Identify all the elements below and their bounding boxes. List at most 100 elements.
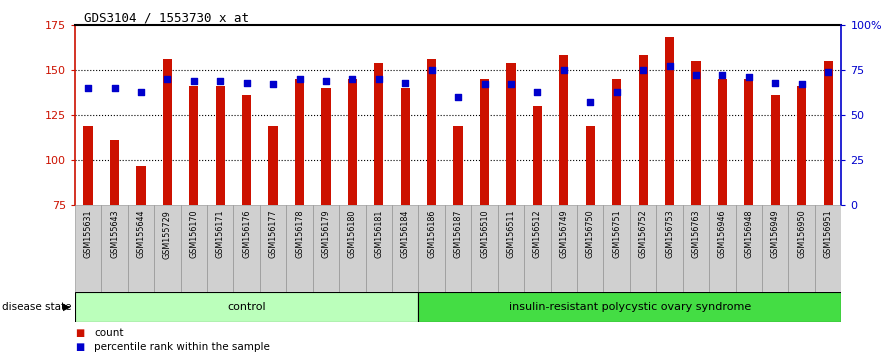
Bar: [683, 205, 709, 292]
Text: GDS3104 / 1553730_x_at: GDS3104 / 1553730_x_at: [84, 11, 248, 24]
Text: disease state: disease state: [2, 302, 71, 312]
Text: GSM156753: GSM156753: [665, 210, 674, 258]
Bar: [339, 205, 366, 292]
Point: [583, 99, 597, 105]
Point: [398, 80, 412, 85]
Text: GSM156171: GSM156171: [216, 210, 225, 258]
Bar: [471, 205, 498, 292]
Bar: [233, 205, 260, 292]
Bar: [216, 86, 225, 205]
Bar: [269, 126, 278, 205]
Text: GSM156170: GSM156170: [189, 210, 198, 258]
Text: GSM155643: GSM155643: [110, 210, 119, 258]
Bar: [445, 205, 471, 292]
Text: GSM156950: GSM156950: [797, 210, 806, 258]
Text: GSM155644: GSM155644: [137, 210, 145, 258]
Point: [715, 73, 729, 78]
Bar: [392, 205, 418, 292]
Bar: [709, 205, 736, 292]
Bar: [498, 205, 524, 292]
Bar: [322, 88, 330, 205]
Text: GSM156187: GSM156187: [454, 210, 463, 258]
Text: GSM156184: GSM156184: [401, 210, 410, 258]
Text: GSM156750: GSM156750: [586, 210, 595, 258]
Bar: [630, 205, 656, 292]
Bar: [639, 56, 648, 205]
Text: GSM156181: GSM156181: [374, 210, 383, 258]
Bar: [260, 205, 286, 292]
Point: [795, 81, 809, 87]
Bar: [313, 205, 339, 292]
Bar: [762, 205, 788, 292]
Point: [425, 67, 439, 73]
Point: [160, 76, 174, 82]
Text: GSM156176: GSM156176: [242, 210, 251, 258]
Point: [292, 76, 307, 82]
Bar: [189, 86, 198, 205]
Text: GSM156951: GSM156951: [824, 210, 833, 258]
Point: [557, 67, 571, 73]
Point: [451, 94, 465, 100]
Bar: [771, 95, 780, 205]
Text: GSM156948: GSM156948: [744, 210, 753, 258]
Bar: [286, 205, 313, 292]
Bar: [366, 205, 392, 292]
Text: GSM156946: GSM156946: [718, 210, 727, 258]
Bar: [348, 79, 357, 205]
Text: GSM156949: GSM156949: [771, 210, 780, 258]
Bar: [612, 79, 621, 205]
Text: GSM156186: GSM156186: [427, 210, 436, 258]
Point: [504, 81, 518, 87]
Text: GSM156752: GSM156752: [639, 210, 648, 258]
Bar: [788, 205, 815, 292]
Bar: [507, 63, 515, 205]
Bar: [815, 205, 841, 292]
Bar: [824, 61, 833, 205]
Point: [266, 81, 280, 87]
Bar: [551, 205, 577, 292]
Point: [345, 76, 359, 82]
Point: [821, 69, 835, 75]
Text: GSM156751: GSM156751: [612, 210, 621, 258]
Text: GSM156178: GSM156178: [295, 210, 304, 258]
Text: ■: ■: [75, 342, 84, 352]
Point: [81, 85, 95, 91]
Point: [530, 89, 544, 95]
Bar: [665, 38, 674, 205]
Text: control: control: [227, 302, 266, 312]
Point: [187, 78, 201, 84]
Bar: [110, 140, 119, 205]
Text: GSM155729: GSM155729: [163, 210, 172, 258]
Text: GSM156177: GSM156177: [269, 210, 278, 258]
Bar: [586, 126, 595, 205]
Bar: [744, 79, 753, 205]
Bar: [181, 205, 207, 292]
Point: [742, 74, 756, 80]
Bar: [454, 126, 463, 205]
Bar: [480, 79, 489, 205]
Text: count: count: [94, 328, 123, 338]
Text: GSM156512: GSM156512: [533, 210, 542, 258]
Bar: [533, 106, 542, 205]
Bar: [374, 63, 383, 205]
Point: [610, 89, 624, 95]
Point: [319, 78, 333, 84]
Bar: [736, 205, 762, 292]
Text: ▶: ▶: [63, 302, 70, 312]
Bar: [137, 166, 145, 205]
Bar: [163, 59, 172, 205]
Bar: [559, 56, 568, 205]
Point: [478, 81, 492, 87]
Point: [768, 80, 782, 85]
Bar: [577, 205, 603, 292]
Bar: [524, 205, 551, 292]
Point: [636, 67, 650, 73]
Bar: [797, 86, 806, 205]
Bar: [418, 205, 445, 292]
Bar: [656, 205, 683, 292]
Bar: [242, 95, 251, 205]
Bar: [101, 205, 128, 292]
Bar: [75, 292, 418, 322]
Bar: [418, 292, 841, 322]
Bar: [75, 205, 101, 292]
